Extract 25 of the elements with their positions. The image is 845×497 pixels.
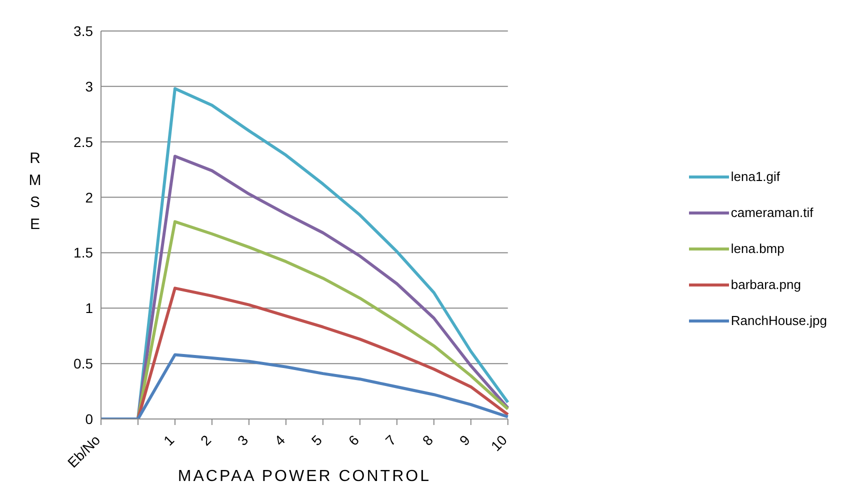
y-tick-label: 0 bbox=[85, 410, 94, 427]
legend-label: barbara.png bbox=[730, 277, 801, 292]
legend-label: RanchHouse.jpg bbox=[730, 313, 827, 328]
y-tick-label: 0.5 bbox=[74, 356, 94, 372]
x-tick-label: 6 bbox=[345, 432, 362, 449]
x-tick-label: 1 bbox=[160, 432, 178, 449]
legend-label: lena.bmp bbox=[730, 241, 784, 256]
y-axis-title: RMSE bbox=[28, 149, 42, 235]
y-tick-label: 1.5 bbox=[74, 244, 94, 261]
y-tick-label: 2 bbox=[85, 189, 94, 206]
x-tick-label: 5 bbox=[308, 432, 326, 449]
y-tick-label: 3.5 bbox=[74, 22, 94, 39]
x-tick-label: 9 bbox=[456, 432, 474, 449]
y-tick-label: 2.5 bbox=[74, 134, 94, 150]
x-tick-label: 7 bbox=[382, 432, 400, 449]
legend-label: cameraman.tif bbox=[730, 205, 814, 220]
x-tick-label: 4 bbox=[271, 432, 288, 449]
y-tick-label: 1 bbox=[85, 300, 94, 316]
x-axis-title: MACPAA POWER CONTROL bbox=[178, 468, 431, 485]
x-tick-label: 8 bbox=[419, 432, 436, 449]
legend-label: lena1.gif bbox=[730, 169, 780, 184]
y-tick-label: 3 bbox=[85, 78, 94, 94]
x-tick-label: 10 bbox=[488, 432, 510, 454]
x-tick-label: 3 bbox=[234, 432, 252, 449]
x-tick-label: 2 bbox=[197, 432, 214, 449]
